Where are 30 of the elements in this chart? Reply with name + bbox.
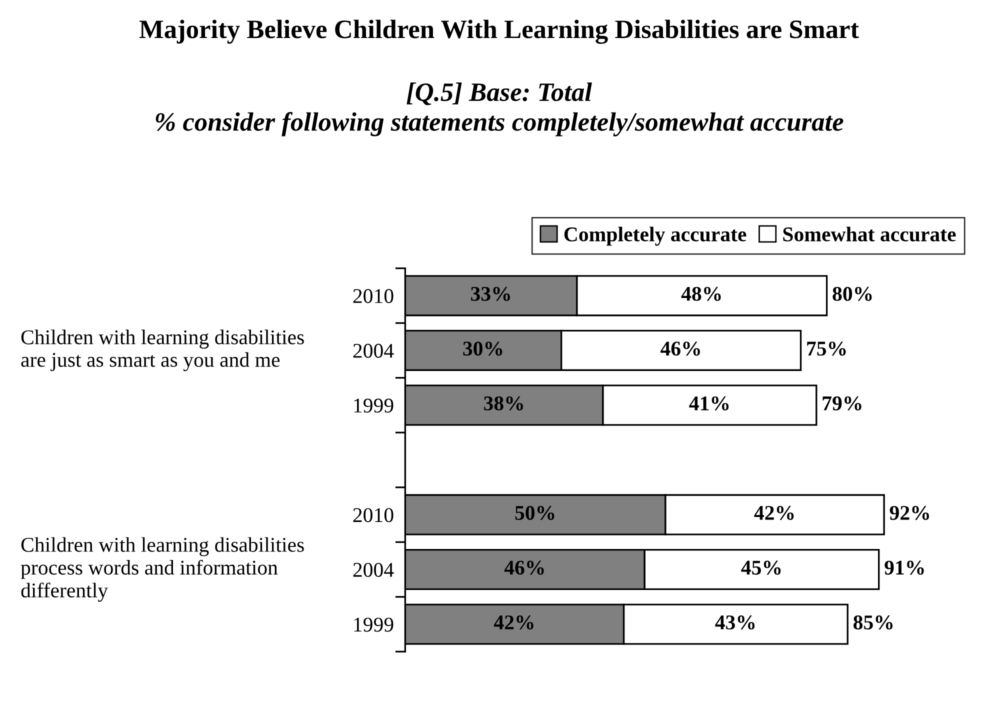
- data-label: 42%: [494, 615, 534, 630]
- legend-label: Completely accurate: [564, 226, 746, 246]
- legend-label: Somewhat accurate: [783, 226, 956, 242]
- y-tick-label: 2010: [353, 508, 394, 522]
- y-tick-label: 2004: [353, 344, 394, 358]
- total-label: 85%: [854, 615, 893, 630]
- total-label: 92%: [890, 506, 929, 520]
- total-label: 80%: [832, 286, 872, 301]
- data-label: 33%: [471, 286, 510, 301]
- y-tick-label: 1999: [354, 618, 394, 632]
- y-tick-label: 2004: [353, 562, 394, 577]
- data-label: 30%: [463, 342, 502, 356]
- data-label: 45%: [741, 560, 781, 575]
- data-label: 50%: [515, 506, 554, 520]
- y-tick-label: 1999: [354, 398, 394, 413]
- data-label: 48%: [681, 286, 721, 301]
- text: Children with learning disabilities process words and information differently: [20, 537, 304, 602]
- data-label: 41%: [689, 396, 729, 410]
- chart-subtitle: [Q.5] Base: Total % consider following statements completely/somewhat accurate: [156, 82, 844, 136]
- total-label: 75%: [807, 342, 846, 356]
- total-label: 79%: [822, 396, 862, 410]
- data-label: 42%: [754, 506, 794, 520]
- y-tick-label: 2010: [353, 289, 394, 304]
- text: Children with learning disabilities are just as smart as you and me: [21, 330, 304, 372]
- data-label: 46%: [660, 342, 700, 356]
- data-label: 43%: [715, 615, 755, 630]
- chart-title: Majority Believe Children With Learning Disabilities are Smart: [139, 20, 859, 44]
- total-label: 91%: [884, 560, 924, 575]
- data-label: 38%: [484, 396, 523, 410]
- data-label: 46%: [504, 560, 544, 575]
